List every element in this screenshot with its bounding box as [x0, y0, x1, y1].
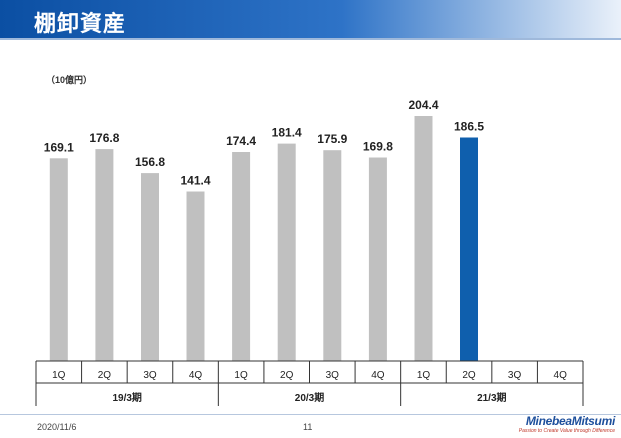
data-label: 175.9 [317, 132, 347, 146]
footer-date: 2020/11/6 [37, 422, 77, 432]
x-tick-label: 4Q [189, 370, 203, 381]
x-tick-label: 1Q [234, 370, 248, 381]
fiscal-year-label: 20/3期 [295, 391, 324, 404]
bar [368, 157, 387, 361]
logo-tagline: Passion to Create Value through Differen… [518, 428, 615, 434]
title-divider [0, 38, 621, 40]
title-bar: 棚卸資産 [0, 0, 621, 38]
page-number: 11 [303, 422, 313, 432]
page-title: 棚卸資産 [34, 12, 127, 37]
x-tick-label: 3Q [143, 370, 157, 381]
bar [277, 143, 296, 361]
x-tick-label: 1Q [52, 370, 66, 381]
bar [414, 116, 433, 361]
company-logo: MinebeaMitsumi Passion to Create Value t… [505, 414, 616, 435]
data-label: 169.1 [44, 140, 74, 154]
x-tick-label: 2Q [280, 370, 294, 381]
data-label: 141.4 [180, 174, 210, 188]
x-tick-label: 1Q [417, 370, 431, 381]
x-tick-label: 4Q [371, 370, 385, 381]
bar [141, 173, 159, 361]
logo-name: MinebeaMitsumi [525, 414, 615, 428]
data-label: 169.8 [363, 140, 393, 154]
x-tick-label: 3Q [326, 370, 340, 381]
bar [95, 149, 114, 361]
footer-divider [0, 414, 621, 415]
x-tick-label: 4Q [554, 370, 568, 381]
bar [323, 150, 342, 361]
x-tick-label: 2Q [462, 370, 476, 381]
data-label: 181.4 [272, 126, 302, 140]
fiscal-year-label: 21/3期 [477, 391, 506, 404]
data-label: 176.8 [89, 131, 119, 145]
bar [460, 137, 478, 361]
data-label: 174.4 [226, 134, 256, 148]
bar [186, 191, 205, 361]
bar [49, 158, 68, 361]
unit-label: （10億円） [46, 74, 92, 85]
bar [232, 152, 251, 361]
fiscal-year-label: 19/3期 [112, 391, 141, 404]
x-tick-label: 2Q [98, 370, 112, 381]
data-label: 204.4 [408, 98, 438, 112]
data-label: 156.8 [135, 155, 165, 169]
x-tick-label: 3Q [508, 370, 522, 381]
data-label: 186.5 [454, 120, 484, 134]
